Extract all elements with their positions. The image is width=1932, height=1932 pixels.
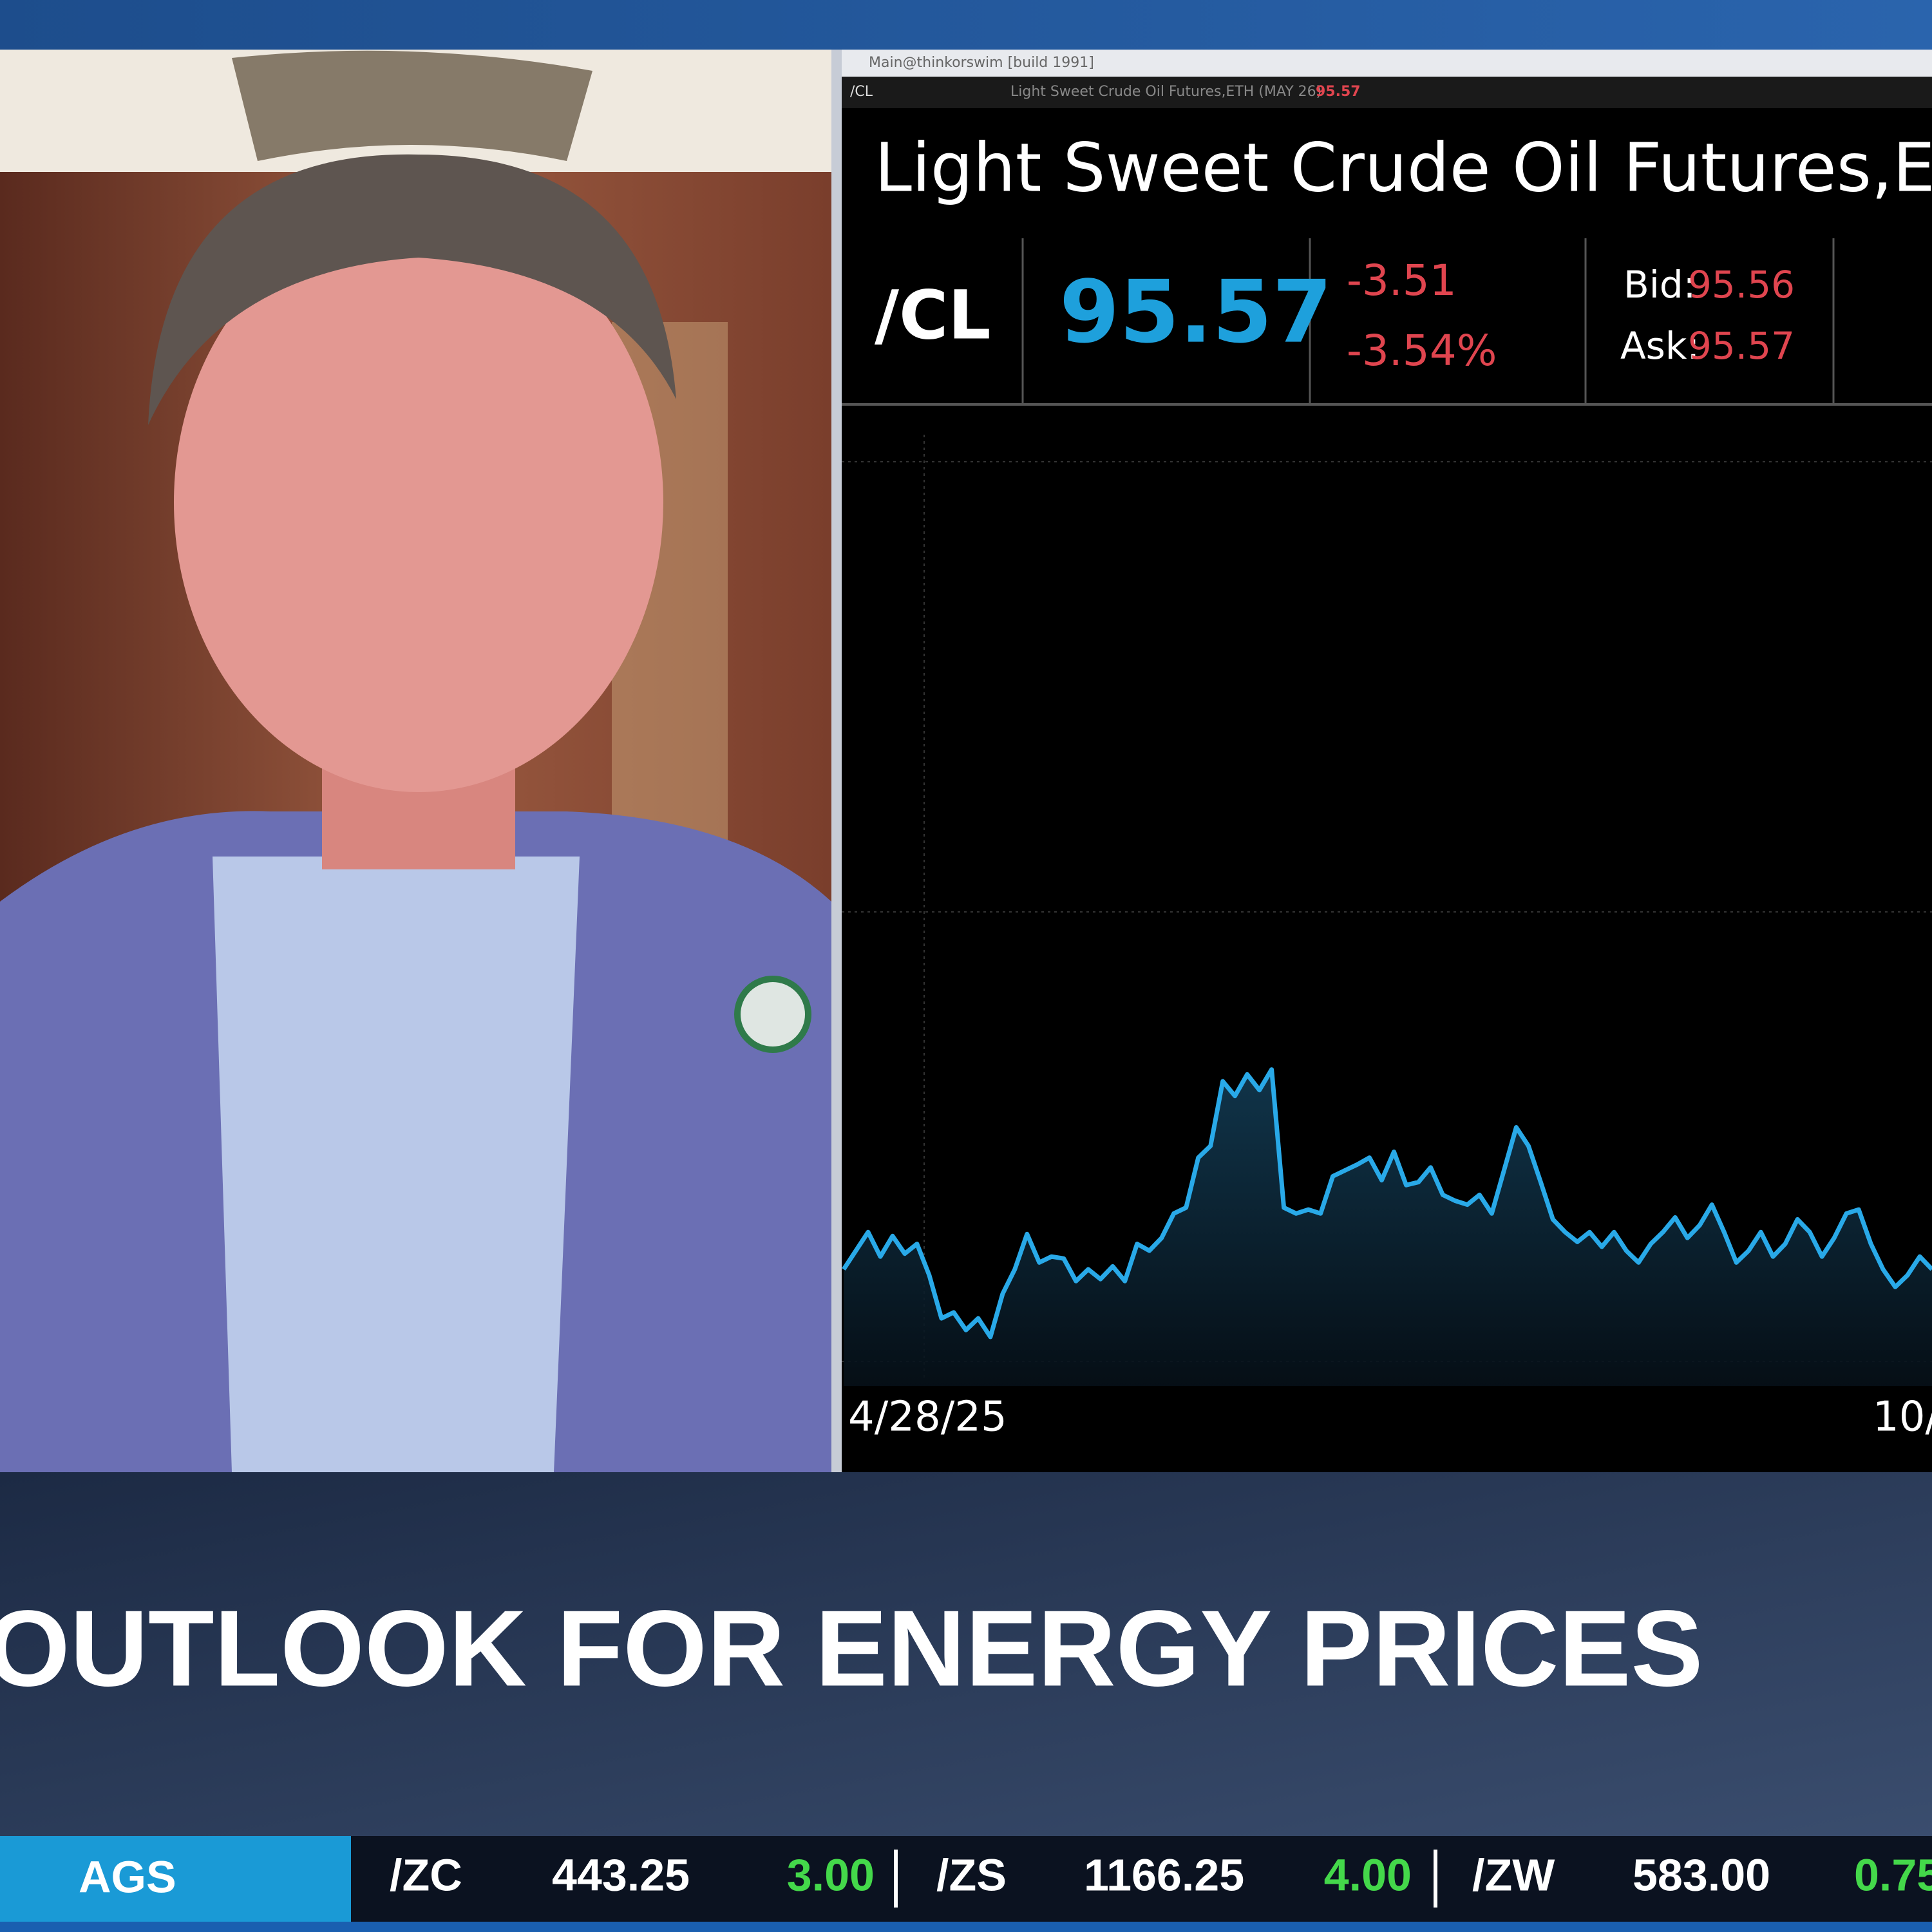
toolbar-last: 95.57 bbox=[1316, 84, 1361, 100]
quote-title: Light Sweet Crude Oil Futures,ETH bbox=[875, 128, 1932, 207]
ask: 95.57 bbox=[1688, 324, 1795, 368]
face bbox=[174, 213, 663, 792]
ticker-separator bbox=[1434, 1850, 1437, 1908]
x-label: 10/ bbox=[1873, 1394, 1932, 1441]
ticker-price: 583.00 bbox=[1633, 1850, 1770, 1900]
quote-symbol: /CL bbox=[875, 276, 991, 354]
quote-change-percent: -3.54% bbox=[1347, 326, 1497, 375]
bid-label: Bid: bbox=[1624, 263, 1696, 307]
x-label: 4/28/25 bbox=[848, 1394, 1007, 1441]
ticker-change: 3.00 bbox=[787, 1850, 875, 1900]
ask-label: Ask: bbox=[1620, 324, 1700, 368]
bottom-strip bbox=[0, 1922, 1932, 1932]
ticker-label-box bbox=[0, 1836, 351, 1922]
bid: 95.56 bbox=[1688, 263, 1795, 307]
title-bar bbox=[842, 50, 1932, 77]
hair bbox=[148, 154, 676, 425]
ticker-price: 443.25 bbox=[552, 1850, 690, 1900]
chandelier bbox=[232, 50, 592, 161]
plot bbox=[842, 1067, 1932, 1386]
ticker-label: AGS bbox=[79, 1852, 176, 1902]
ticker-price: 1166.25 bbox=[1084, 1850, 1244, 1900]
ticker-symbol: /ZW bbox=[1472, 1850, 1555, 1900]
quote-dividers bbox=[1021, 238, 1835, 404]
area bbox=[844, 1069, 1932, 1386]
headline: OUTLOOK FOR ENERGY PRICES bbox=[0, 1587, 1703, 1709]
toolbar-description: Light Sweet Crude Oil Futures,ETH (MAY 2… bbox=[1010, 84, 1321, 100]
ticker-symbol: /ZC bbox=[390, 1850, 462, 1900]
toolbar-symbol: /CL bbox=[850, 84, 873, 100]
ticker-change: 0.75 bbox=[1854, 1850, 1932, 1900]
shirt bbox=[213, 857, 580, 1472]
ticker-symbol: /ZS bbox=[936, 1850, 1007, 1900]
ticker-change: 4.00 bbox=[1324, 1850, 1412, 1900]
chart-window: Main@thinkorswim [build 1991] /CL Light … bbox=[842, 50, 1932, 1472]
lower-third bbox=[0, 1472, 1932, 1836]
line bbox=[842, 1067, 1932, 1340]
window-title: Main@thinkorswim [build 1991] bbox=[869, 55, 1094, 71]
lapel-pin bbox=[734, 976, 811, 1053]
video-feed bbox=[0, 50, 831, 1472]
toolbar bbox=[842, 77, 1932, 108]
quote-change: -3.51 bbox=[1347, 256, 1457, 305]
top-strip bbox=[0, 0, 1932, 50]
panel-divider bbox=[831, 50, 842, 1472]
quote-last: 95.57 bbox=[1059, 262, 1332, 363]
ticker-separator bbox=[894, 1850, 898, 1908]
